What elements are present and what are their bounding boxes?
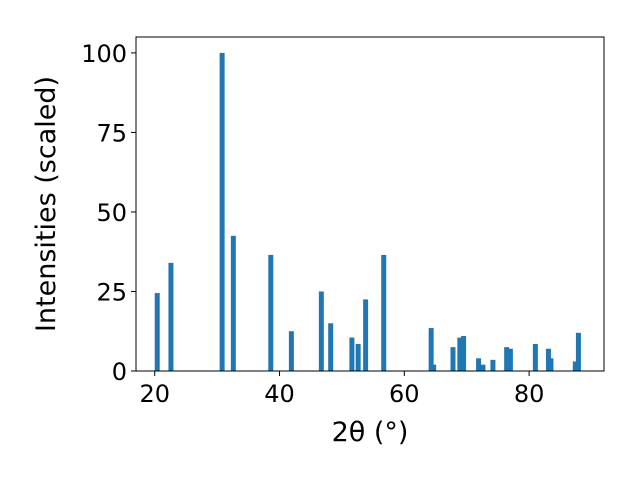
x-axis-label: 2θ (°) bbox=[332, 417, 409, 448]
bar-8 bbox=[349, 337, 355, 371]
bar-22 bbox=[532, 343, 538, 371]
x-tick-label: 40 bbox=[264, 380, 295, 408]
bar-24 bbox=[548, 358, 554, 371]
bar-20 bbox=[504, 347, 510, 371]
bar-15 bbox=[457, 337, 463, 371]
bar-9 bbox=[355, 343, 361, 371]
bar-26 bbox=[575, 332, 581, 371]
y-tick-label: 100 bbox=[81, 40, 127, 68]
y-axis-ticks: 0 25 50 75 100 bbox=[81, 40, 136, 386]
bar-25 bbox=[572, 361, 578, 371]
bars-group bbox=[154, 52, 581, 372]
bar-11 bbox=[381, 254, 387, 371]
bar-3 bbox=[230, 235, 236, 371]
x-tick-label: 80 bbox=[514, 380, 545, 408]
bar-1 bbox=[168, 262, 174, 371]
y-tick-label: 0 bbox=[112, 358, 127, 386]
bar-12 bbox=[428, 328, 434, 371]
bar-10 bbox=[363, 299, 369, 371]
bar-0 bbox=[154, 293, 160, 371]
bar-6 bbox=[318, 291, 324, 371]
bar-17 bbox=[476, 358, 482, 371]
x-tick-label: 20 bbox=[139, 380, 170, 408]
bar-7 bbox=[328, 323, 334, 371]
y-axis-label: Intensities (scaled) bbox=[31, 76, 62, 332]
plot-frame bbox=[135, 36, 605, 372]
bar-2 bbox=[219, 52, 225, 372]
y-tick-label: 50 bbox=[96, 199, 127, 227]
bar-16 bbox=[461, 336, 467, 371]
bar-13 bbox=[431, 364, 437, 371]
y-tick-label: 25 bbox=[96, 278, 127, 306]
bar-14 bbox=[450, 347, 456, 371]
x-tick-label: 60 bbox=[389, 380, 420, 408]
bar-5 bbox=[288, 331, 294, 371]
y-tick-label: 75 bbox=[96, 119, 127, 147]
bar-21 bbox=[507, 348, 513, 371]
bar-18 bbox=[480, 364, 486, 371]
bar-19 bbox=[490, 359, 496, 371]
bar-4 bbox=[268, 254, 274, 371]
x-axis-ticks: 20 40 60 80 bbox=[139, 371, 544, 408]
